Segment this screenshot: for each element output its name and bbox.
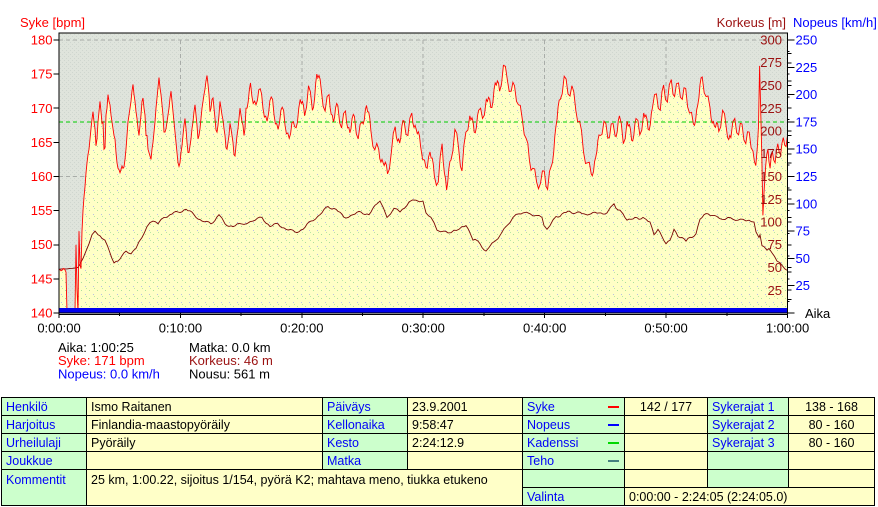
svg-text:175: 175 (760, 146, 782, 161)
svg-text:160: 160 (31, 169, 53, 184)
svg-text:Syke [bpm]: Syke [bpm] (20, 15, 85, 30)
svg-text:175: 175 (796, 114, 818, 129)
svg-text:0:00:00: 0:00:00 (37, 321, 80, 336)
svg-text:145: 145 (31, 271, 53, 286)
svg-text:100: 100 (760, 215, 782, 230)
svg-text:165: 165 (31, 135, 53, 150)
svg-text:125: 125 (760, 192, 782, 207)
svg-text:140: 140 (31, 306, 53, 321)
svg-text:Aika: Aika (805, 306, 831, 321)
svg-text:Nopeus [km/h]: Nopeus [km/h] (793, 15, 877, 30)
svg-text:Aika: 1:00:25: Aika: 1:00:25 (58, 340, 134, 355)
svg-text:50: 50 (768, 260, 782, 275)
svg-text:250: 250 (760, 78, 782, 93)
svg-text:200: 200 (760, 124, 782, 139)
svg-text:75: 75 (768, 237, 782, 252)
svg-text:300: 300 (760, 33, 782, 48)
svg-text:180: 180 (31, 33, 53, 48)
svg-text:Nousu: 561 m: Nousu: 561 m (189, 366, 270, 381)
svg-text:225: 225 (796, 60, 818, 75)
svg-text:Korkeus [m]: Korkeus [m] (717, 15, 786, 30)
svg-text:Matka: 0.0 km: Matka: 0.0 km (189, 340, 271, 355)
svg-text:275: 275 (760, 55, 782, 70)
svg-text:200: 200 (796, 87, 818, 102)
svg-text:175: 175 (31, 67, 53, 82)
svg-text:150: 150 (31, 237, 53, 252)
svg-text:225: 225 (760, 101, 782, 116)
svg-text:75: 75 (796, 224, 810, 239)
svg-text:0:30:00: 0:30:00 (402, 321, 445, 336)
svg-text:25: 25 (768, 283, 782, 298)
svg-text:50: 50 (796, 251, 810, 266)
svg-text:0:10:00: 0:10:00 (159, 321, 202, 336)
svg-text:125: 125 (796, 169, 818, 184)
svg-text:250: 250 (796, 33, 818, 48)
svg-text:100: 100 (796, 196, 818, 211)
svg-text:Korkeus: 46 m: Korkeus: 46 m (189, 353, 273, 368)
svg-text:Nopeus: 0.0 km/h: Nopeus: 0.0 km/h (58, 366, 160, 381)
svg-text:0:50:00: 0:50:00 (644, 321, 687, 336)
svg-text:155: 155 (31, 203, 53, 218)
svg-text:0:40:00: 0:40:00 (523, 321, 566, 336)
svg-text:0:20:00: 0:20:00 (280, 321, 323, 336)
svg-text:25: 25 (796, 278, 810, 293)
svg-text:170: 170 (31, 101, 53, 116)
svg-text:150: 150 (760, 169, 782, 184)
svg-text:1:00:00: 1:00:00 (766, 321, 809, 336)
svg-text:150: 150 (796, 142, 818, 157)
svg-text:Syke: 171 bpm: Syke: 171 bpm (58, 353, 145, 368)
